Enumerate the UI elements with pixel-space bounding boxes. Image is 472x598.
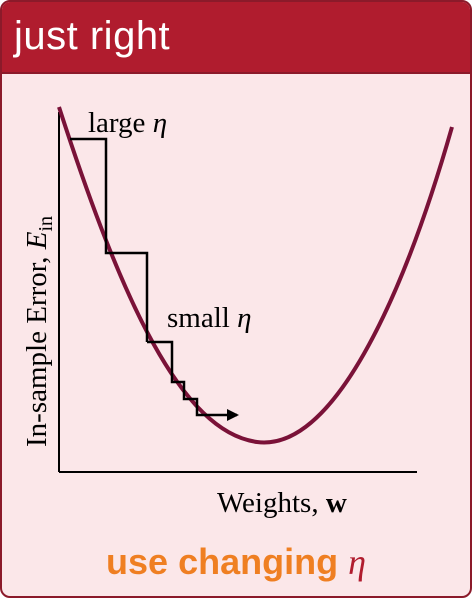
label-large-eta: large η — [88, 107, 167, 139]
label-small-text: small — [167, 302, 237, 334]
footer-caption: use changing η — [2, 540, 470, 584]
error-curve — [57, 106, 454, 445]
header-bar: just right — [2, 2, 470, 74]
x-axis-symbol: w — [326, 487, 347, 519]
x-axis-label-text: Weights, — [217, 487, 326, 519]
y-axis-subscript: in — [35, 216, 57, 232]
label-small-eta-symbol: η — [237, 302, 251, 334]
small-eta-steps — [147, 340, 239, 421]
footer-caption-text: use changing — [106, 541, 349, 582]
label-large-text: large — [88, 107, 153, 139]
y-axis-symbol: E — [21, 231, 53, 250]
footer-eta-symbol: η — [348, 542, 366, 582]
label-small-eta: small η — [167, 302, 251, 334]
label-large-eta-symbol: η — [153, 107, 167, 139]
x-axis-title: Weights, w — [217, 487, 347, 519]
y-axis-title: In-sample Error, Ein — [21, 216, 57, 447]
slide-title: just right — [14, 14, 171, 58]
large-eta-steps — [70, 137, 149, 342]
y-axis-label-text: In-sample Error, — [21, 249, 53, 447]
